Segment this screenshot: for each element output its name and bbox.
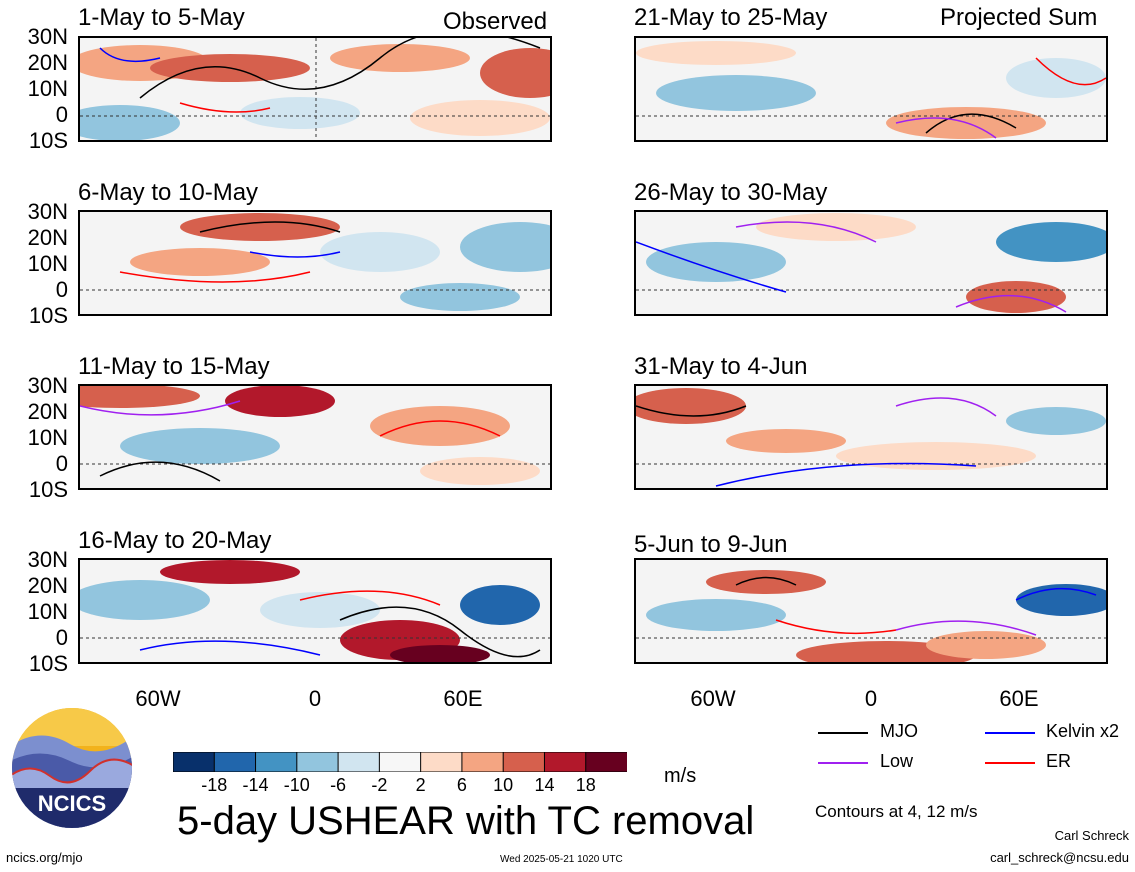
legend-label: Low xyxy=(880,751,914,771)
lat-label: 0 xyxy=(55,451,68,476)
author-name: Carl Schreck xyxy=(1054,828,1129,843)
colorbar-tick-label: 14 xyxy=(534,775,555,795)
colorbar-tick-label: 18 xyxy=(575,775,596,795)
author-email: carl_schreck@ncsu.edu xyxy=(990,850,1129,865)
lat-label: 30N xyxy=(27,547,68,572)
lat-label: 30N xyxy=(27,24,68,49)
colorbar-swatch xyxy=(543,751,587,773)
colorbar-swatch xyxy=(337,751,381,773)
colorbar-tick-label: -10 xyxy=(283,775,310,795)
map-panel xyxy=(78,384,552,490)
colorbar-swatch xyxy=(213,751,257,773)
legend-label: MJO xyxy=(880,721,918,741)
colorbar-units: m/s xyxy=(664,765,697,787)
lat-label: 10S xyxy=(28,477,68,502)
map-panel xyxy=(78,558,552,664)
lat-label: 10S xyxy=(28,651,68,676)
colorbar-swatch xyxy=(378,751,422,773)
colorbar-tick-label: -2 xyxy=(371,775,388,795)
map-panel xyxy=(634,384,1108,490)
lat-label: 30N xyxy=(27,199,68,224)
panel-title: 31-May to 4-Jun xyxy=(634,353,808,380)
lon-label: 60W xyxy=(690,686,736,711)
kelvin-legend-line xyxy=(985,732,1035,734)
lat-label: 0 xyxy=(55,102,68,127)
panel-title: 16-May to 20-May xyxy=(78,527,272,554)
site-url: ncics.org/mjo xyxy=(6,850,83,865)
lon-label: 60W xyxy=(135,686,181,711)
colorbar-tick-label: 2 xyxy=(415,775,426,795)
lat-label: 20N xyxy=(27,225,68,250)
ncics-logo: NCICS xyxy=(10,706,134,830)
map-panel xyxy=(78,210,552,316)
legend-label: Kelvin x2 xyxy=(1046,721,1120,741)
lat-label: 10S xyxy=(28,128,68,153)
lat-label: 20N xyxy=(27,399,68,424)
colorbar-tick-label: 10 xyxy=(493,775,514,795)
lat-label: 10N xyxy=(27,425,68,450)
panel-title: 5-Jun to 9-Jun xyxy=(634,531,788,558)
lat-label: 10N xyxy=(27,599,68,624)
colorbar xyxy=(172,751,629,773)
colorbar-tick-label: 6 xyxy=(456,775,467,795)
timestamp: Wed 2025-05-21 1020 UTC xyxy=(500,854,623,865)
lat-label: 0 xyxy=(55,277,68,302)
colorbar-swatch xyxy=(172,751,216,773)
colorbar-swatch xyxy=(296,751,340,773)
lon-label: 0 xyxy=(308,686,322,711)
lat-label: 20N xyxy=(27,573,68,598)
map-panel xyxy=(634,36,1108,142)
lat-label: 10N xyxy=(27,76,68,101)
map-panel xyxy=(634,558,1108,664)
colorbar-swatch xyxy=(420,751,463,773)
panel-title: 1-May to 5-May xyxy=(78,4,245,31)
colorbar-swatch xyxy=(255,751,298,773)
low-legend-line xyxy=(818,762,868,764)
map-panel xyxy=(634,210,1108,316)
lon-label: 60E xyxy=(443,686,483,711)
er-legend-line xyxy=(985,762,1035,764)
legend-label: ER xyxy=(1046,751,1072,771)
logo-text: NCICS xyxy=(38,791,106,816)
panel-title: 26-May to 30-May xyxy=(634,179,828,206)
panel-title: 21-May to 25-May xyxy=(634,4,828,31)
contour-note: Contours at 4, 12 m/s xyxy=(815,802,978,821)
lat-label: 10S xyxy=(28,303,68,328)
colorbar-swatch xyxy=(461,751,505,773)
lon-label: 0 xyxy=(864,686,878,711)
panel-title: 6-May to 10-May xyxy=(78,179,259,206)
lat-label: 0 xyxy=(55,625,68,650)
lat-label: 20N xyxy=(27,50,68,75)
colorbar-tick-label: -6 xyxy=(330,775,347,795)
mjo-legend-line xyxy=(818,732,868,734)
observed-label: Observed xyxy=(443,8,548,35)
main-title: 5-day USHEAR with TC removal xyxy=(177,799,755,843)
panel-title: 11-May to 15-May xyxy=(78,353,270,380)
colorbar-tick-label: -14 xyxy=(242,775,269,795)
lat-label: 30N xyxy=(27,373,68,398)
map-panel xyxy=(78,36,552,142)
lat-label: 10N xyxy=(27,251,68,276)
colorbar-swatch xyxy=(585,751,629,773)
colorbar-tick-label: -18 xyxy=(201,775,228,795)
colorbar-swatch xyxy=(502,751,546,773)
lon-label: 60E xyxy=(999,686,1039,711)
projected-sum-label: Projected Sum xyxy=(940,4,1098,31)
